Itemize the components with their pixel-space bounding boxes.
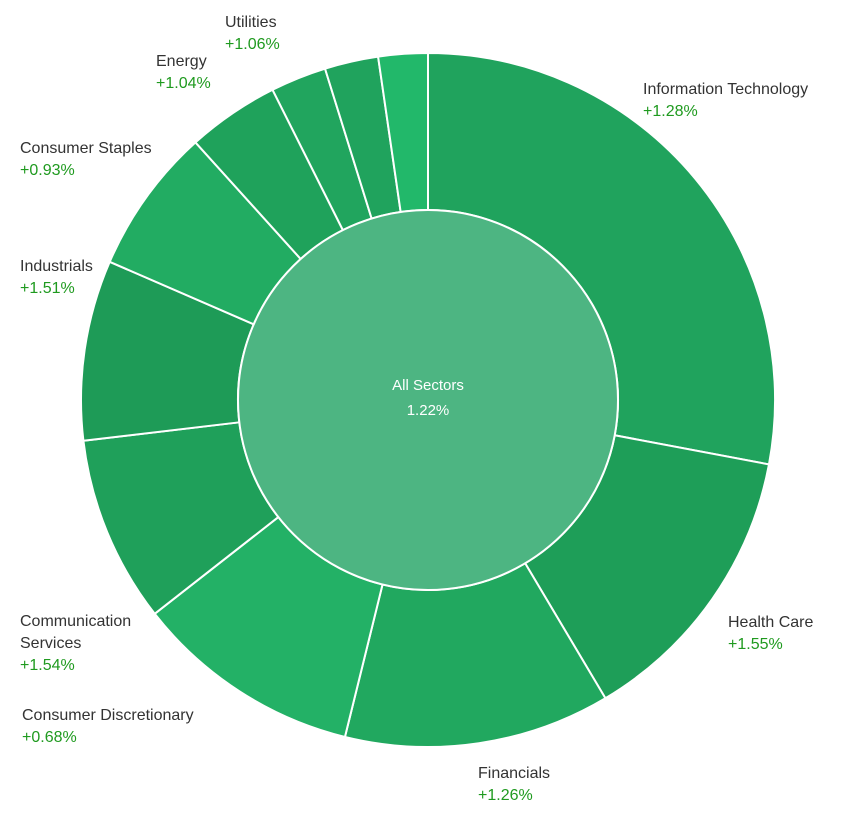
sector-label: Health Care [728, 614, 814, 631]
sector-label: Utilities [225, 14, 277, 31]
sector-change: +1.04% [156, 75, 211, 92]
center-value: 1.22% [407, 402, 450, 419]
sector-change: +1.28% [643, 103, 698, 120]
sector-change: +1.26% [478, 787, 533, 804]
sector-label: Communication Services [20, 613, 132, 652]
center-circle [237, 209, 619, 591]
sector-label: Information Technology [643, 81, 809, 98]
sector-change: +1.06% [225, 36, 280, 53]
sector-label: Financials [478, 765, 551, 782]
sector-change: +1.54% [20, 657, 75, 674]
center-label: All Sectors [392, 377, 464, 394]
sector-label: Industrials [20, 258, 93, 275]
sector-label: Energy [156, 53, 207, 70]
sector-label: Consumer Staples [20, 140, 152, 157]
sector-change: +0.93% [20, 162, 75, 179]
sector-change: +1.55% [728, 636, 783, 653]
sector-change: +1.51% [20, 280, 75, 297]
sector-label: Consumer Discretionary [22, 707, 194, 724]
sector-change: +0.68% [22, 729, 77, 746]
